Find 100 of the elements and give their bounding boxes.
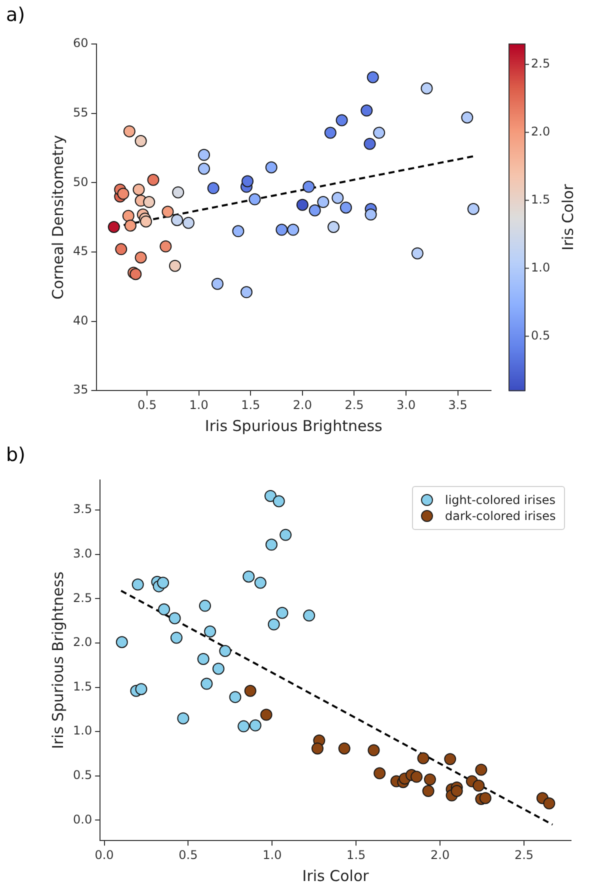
point [417, 752, 430, 764]
point [302, 180, 315, 193]
point [124, 220, 136, 232]
point [158, 603, 170, 616]
point [117, 188, 130, 200]
point [450, 784, 463, 797]
x-tick-label: 2.0 [430, 848, 450, 862]
point [364, 208, 377, 221]
point [311, 742, 324, 754]
point [420, 82, 433, 94]
point [374, 767, 386, 780]
point [123, 125, 136, 138]
point [177, 712, 190, 724]
y-tick-label: 3.5 [72, 502, 92, 516]
y-tick-label: 3.0 [72, 546, 92, 561]
point [199, 600, 212, 612]
y-axis-title: Corneal Densitometry [48, 134, 67, 300]
y-tick-label: 45 [72, 244, 88, 258]
point [328, 221, 340, 234]
point [198, 148, 210, 161]
text: a) [6, 4, 26, 26]
x-axis-title: Iris Spurious Brightness [204, 416, 383, 435]
point [340, 202, 352, 214]
point [162, 206, 174, 218]
point [276, 224, 288, 236]
point [287, 224, 300, 236]
point [238, 720, 250, 732]
x-tick-label: 1.0 [262, 848, 282, 862]
point [368, 744, 380, 756]
color-bar-label: 1.0 [531, 260, 550, 274]
point [135, 683, 148, 696]
x-tick-label: 0.5 [178, 848, 198, 862]
color-bar-label: 2.0 [531, 124, 550, 138]
point [265, 161, 278, 174]
y-tick-label: 35 [72, 382, 88, 397]
x-axis-title: Iris Color [302, 866, 370, 885]
point [424, 773, 436, 786]
point [122, 210, 134, 222]
point [264, 490, 276, 502]
point [296, 198, 308, 211]
point [461, 111, 474, 124]
point [232, 225, 244, 238]
y-tick-label: 40 [72, 313, 88, 328]
point [240, 286, 252, 298]
point [364, 138, 376, 150]
point [134, 252, 147, 264]
point [197, 652, 210, 665]
point [268, 618, 280, 630]
x-tick-label: 0.0 [94, 848, 114, 862]
y-tick-label: 2.5 [72, 590, 92, 605]
point [244, 684, 256, 697]
point [303, 610, 316, 622]
point [168, 612, 181, 624]
point [132, 578, 144, 591]
point [248, 193, 261, 206]
point [172, 186, 184, 198]
x-tick-label: 2.5 [344, 398, 364, 412]
point [249, 719, 262, 732]
point [543, 797, 556, 810]
point [467, 202, 480, 215]
point [260, 708, 272, 721]
point [171, 214, 184, 226]
point [157, 576, 170, 589]
x-tick-label: 1.5 [346, 848, 366, 862]
color-bar-label: 0.5 [531, 328, 550, 342]
point [132, 184, 145, 196]
y-tick-label: 0.0 [72, 812, 92, 826]
point [280, 528, 292, 541]
point [207, 182, 220, 194]
point [169, 260, 182, 272]
x-tick-label: 1.0 [189, 398, 208, 412]
x-tick-label: 2.5 [514, 848, 534, 862]
point [338, 742, 350, 754]
point [410, 770, 423, 783]
x-tick-label: 3.0 [396, 398, 416, 412]
point [204, 626, 216, 638]
legend-label: light-colored irises [445, 493, 556, 507]
point [411, 247, 424, 260]
point [147, 174, 160, 186]
point [332, 192, 344, 204]
y-axis-title: Iris Spurious Brightness [48, 571, 67, 750]
point [265, 538, 278, 551]
point [366, 71, 379, 84]
point [336, 114, 348, 126]
point [182, 216, 194, 229]
y-tick-label: 50 [72, 174, 88, 189]
color-bar-label: 2.5 [531, 56, 550, 71]
point [254, 576, 266, 589]
x-tick-label: 3.5 [448, 398, 468, 412]
point [143, 196, 156, 208]
legend-label: dark-colored irises [445, 509, 556, 523]
point [308, 204, 321, 216]
point [211, 278, 224, 290]
point [242, 175, 254, 188]
point [160, 240, 172, 252]
point [475, 764, 488, 776]
point [272, 495, 285, 508]
point [444, 753, 456, 766]
point [170, 632, 182, 644]
x-tick-label: 0.5 [137, 398, 157, 412]
